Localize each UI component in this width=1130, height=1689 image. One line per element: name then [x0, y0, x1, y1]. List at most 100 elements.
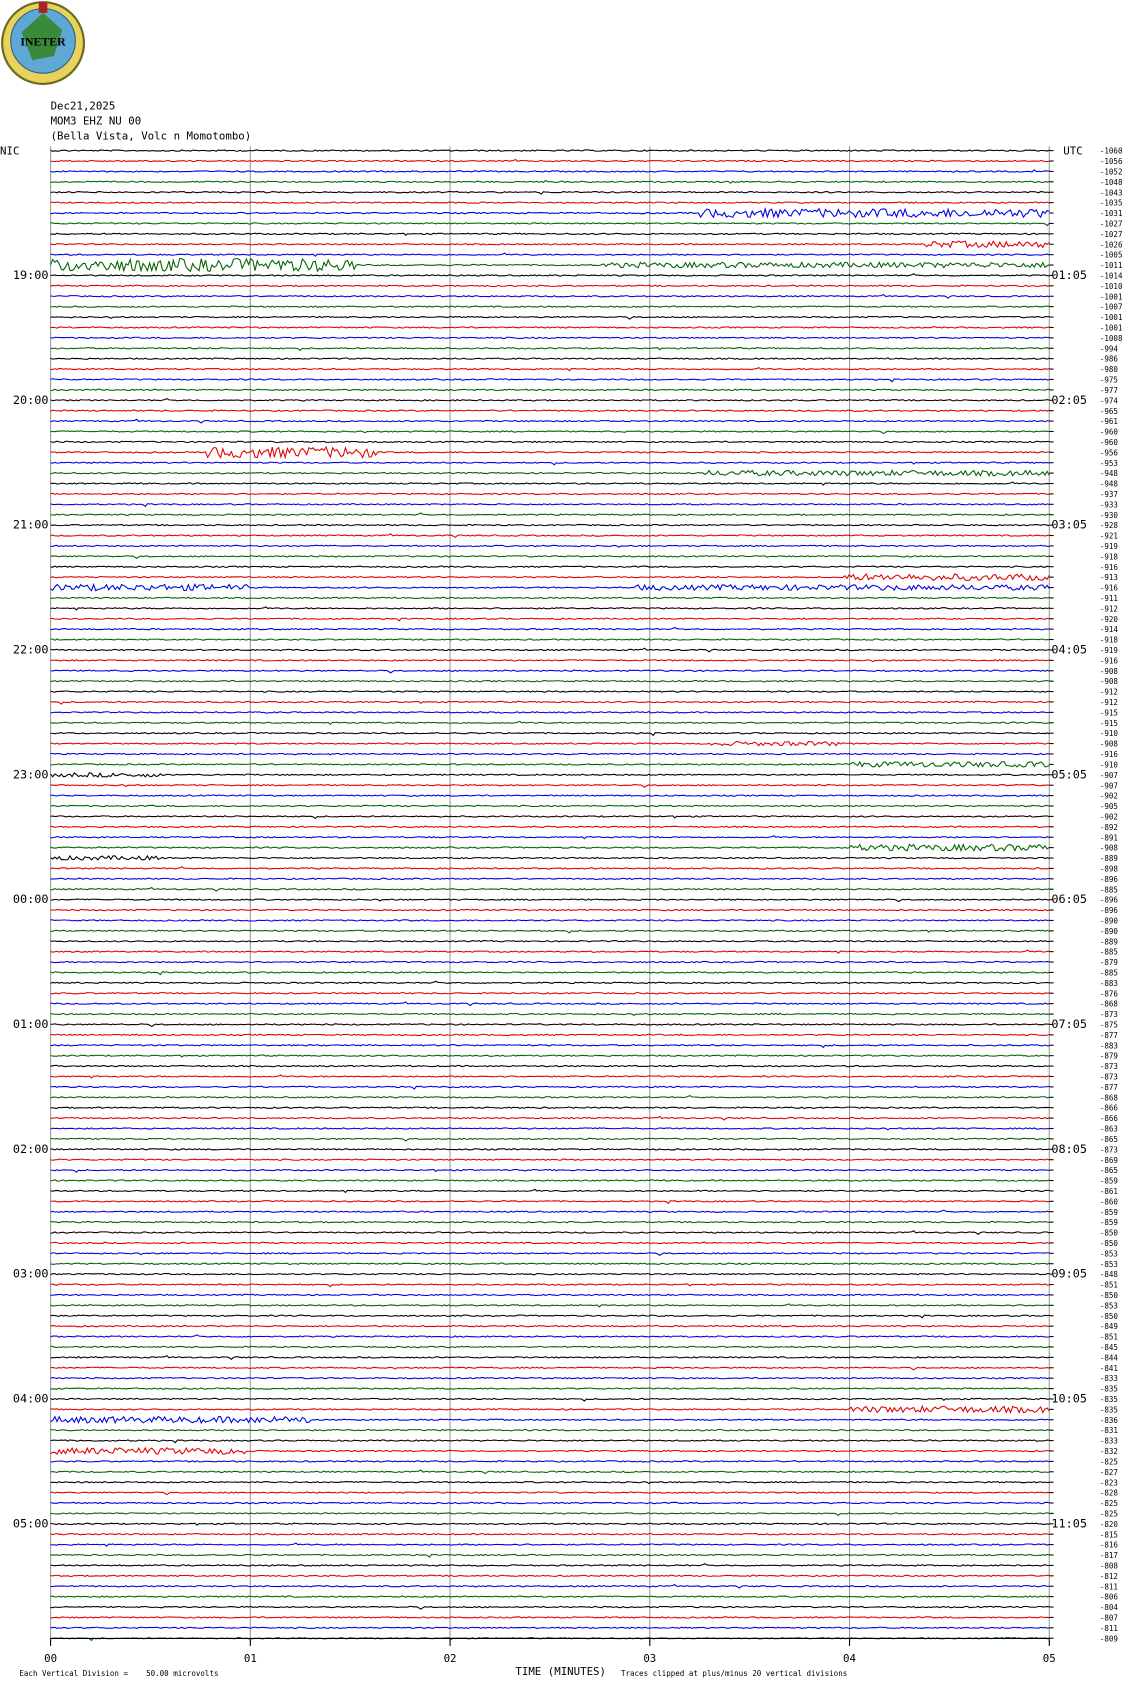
utc-time-label: 06:05: [1051, 892, 1087, 906]
trace: [50, 232, 1050, 236]
trace-label: -907: [1100, 771, 1118, 780]
trace-label: -836: [1100, 1416, 1119, 1425]
trace-label: -815: [1100, 1530, 1118, 1539]
trace: [50, 606, 1050, 611]
trace-label: -912: [1100, 604, 1118, 613]
x-tick-label: 00: [44, 1652, 57, 1665]
trace: [50, 740, 1050, 747]
trace-label: -825: [1100, 1509, 1118, 1518]
utc-time-label: 03:05: [1051, 518, 1087, 532]
trace: [50, 293, 1050, 299]
trace: [50, 503, 1050, 508]
trace-label: -912: [1100, 698, 1118, 707]
trace-label: -918: [1100, 552, 1119, 561]
trace-label: -850: [1100, 1229, 1119, 1238]
trace-label: -833: [1100, 1374, 1118, 1383]
trace-label: -921: [1100, 532, 1119, 541]
trace-label: -885: [1100, 969, 1118, 978]
trace: [50, 1230, 1050, 1236]
trace: [50, 1220, 1050, 1224]
trace: [50, 1283, 1050, 1288]
trace-label: -907: [1100, 781, 1118, 790]
trace-label: -811: [1100, 1624, 1119, 1633]
right-axis-title: UTC: [1063, 145, 1082, 158]
trace: [50, 1241, 1050, 1245]
trace-label: -896: [1100, 896, 1119, 905]
x-tick-label: 02: [444, 1652, 457, 1665]
trace-label: -910: [1100, 729, 1119, 738]
trace-label: -916: [1100, 750, 1119, 759]
trace: [50, 492, 1050, 496]
trace-label: -920: [1100, 615, 1119, 624]
trace-label: -841: [1100, 1364, 1119, 1373]
x-axis-title: TIME (MINUTES): [515, 1665, 606, 1678]
trace-label: -885: [1100, 885, 1118, 894]
trace: [50, 825, 1050, 828]
trace: [50, 440, 1050, 444]
x-tick-label: 05: [1043, 1652, 1056, 1665]
trace: [50, 710, 1050, 714]
utc-time-label: 05:05: [1051, 767, 1087, 781]
trace: [50, 284, 1050, 288]
utc-time-label: 08:05: [1051, 1142, 1087, 1156]
utc-time-label: 09:05: [1051, 1267, 1087, 1281]
trace: [50, 1501, 1050, 1505]
trace-label: -823: [1100, 1478, 1118, 1487]
trace-label: -908: [1100, 740, 1119, 749]
trace: [50, 835, 1050, 840]
trace: [50, 1404, 1050, 1414]
logo: INETER: [1, 1, 86, 85]
trace-label: -859: [1100, 1208, 1119, 1217]
trace: [50, 638, 1050, 641]
trace-label: -905: [1100, 802, 1118, 811]
trace-label: -919: [1100, 646, 1119, 655]
utc-time-label: 07:05: [1051, 1017, 1087, 1031]
trace-label: -820: [1100, 1520, 1119, 1529]
trace-label: -873: [1100, 1073, 1118, 1082]
trace-label: -1056: [1100, 157, 1123, 166]
trace: [50, 201, 1050, 204]
nic-time-label: 01:00: [13, 1017, 49, 1031]
trace: [50, 179, 1050, 184]
trace: [50, 190, 1050, 195]
trace: [50, 659, 1050, 663]
nic-time-label: 05:00: [13, 1516, 49, 1530]
trace-label: -825: [1100, 1499, 1118, 1508]
trace: [50, 1252, 1050, 1256]
trace-label: -868: [1100, 1000, 1119, 1009]
trace: [50, 1012, 1050, 1016]
trace: [50, 1085, 1050, 1090]
trace: [50, 481, 1050, 486]
trace-label: -877: [1100, 1031, 1118, 1040]
trace-label: -873: [1100, 1145, 1118, 1154]
trace: [50, 1200, 1050, 1205]
trace: [50, 1460, 1050, 1463]
trace-label: -891: [1100, 833, 1119, 842]
trace: [50, 854, 1050, 861]
trace-label: -928: [1100, 521, 1119, 530]
trace-label: -965: [1100, 407, 1118, 416]
trace-label: -911: [1100, 594, 1119, 603]
nic-time-label: 22:00: [13, 642, 49, 656]
trace-label: -915: [1100, 708, 1118, 717]
trace: [50, 1209, 1050, 1213]
trace: [50, 430, 1050, 435]
trace-label: -908: [1100, 844, 1119, 853]
trace: [50, 1428, 1050, 1432]
trace: [50, 1023, 1050, 1028]
trace: [50, 971, 1050, 976]
trace-label: -849: [1100, 1322, 1119, 1331]
trace: [50, 461, 1050, 466]
trace: [50, 783, 1050, 788]
nic-time-label: 00:00: [13, 892, 49, 906]
trace-label: -1001: [1100, 324, 1123, 333]
trace: [50, 357, 1050, 360]
trace: [50, 992, 1050, 995]
trace-label: -850: [1100, 1239, 1119, 1248]
trace-label: -1001: [1100, 292, 1123, 301]
trace: [50, 1553, 1050, 1558]
trace-label: -1001: [1100, 313, 1123, 322]
trace-label: -1007: [1100, 303, 1123, 312]
trace: [50, 866, 1050, 870]
trace-label: -961: [1100, 417, 1119, 426]
